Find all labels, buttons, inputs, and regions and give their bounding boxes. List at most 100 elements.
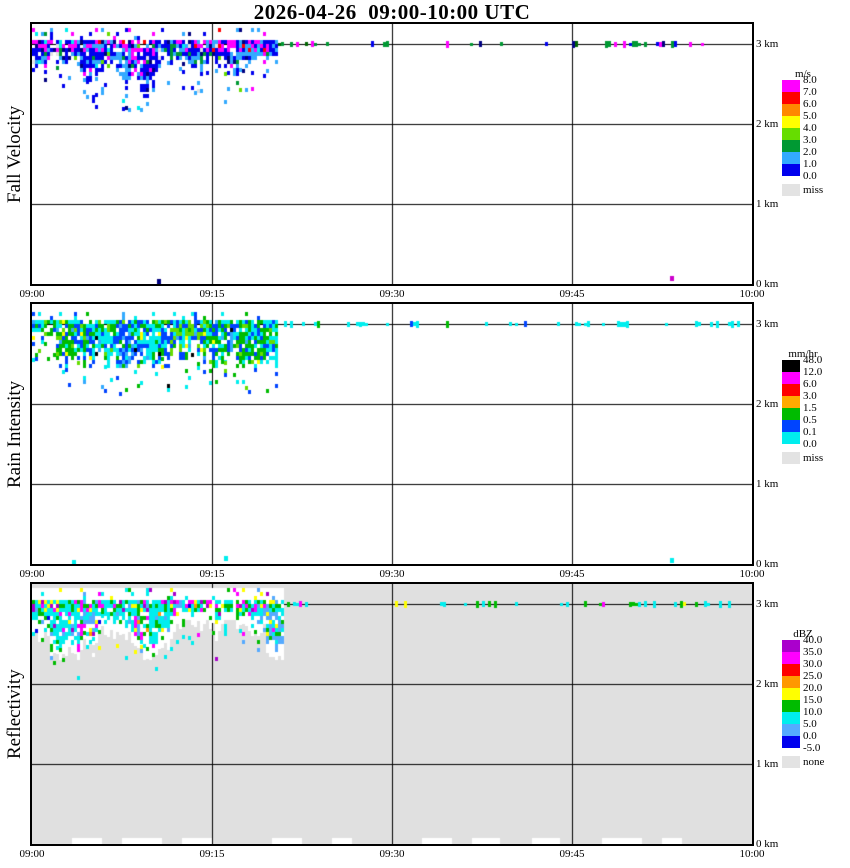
y-axis-label-reflectivity: Reflectivity	[4, 669, 25, 759]
x-tick-label: 09:15	[199, 848, 225, 860]
legend-value-label: 25.0	[803, 670, 823, 682]
legend-color-box	[782, 408, 800, 420]
legend-color-box	[782, 92, 800, 104]
legend-missing-label: miss	[803, 184, 824, 196]
legend-value-label: 0.0	[803, 170, 817, 182]
legend-value-label: 35.0	[803, 646, 823, 658]
panel-rain-intensity: Rain Intensity 0 km 1 km 2 km 3 km 09:00 09:…	[0, 302, 850, 584]
km-tick-label: 1 km	[756, 758, 779, 770]
x-tick-label: 09:45	[559, 288, 585, 300]
plot-area-rain-intensity	[30, 302, 754, 566]
legend-value-label: 4.0	[803, 122, 817, 134]
km-tick-label: 3 km	[756, 38, 779, 50]
legend-value-label: 2.0	[803, 146, 817, 158]
legend-color-box	[782, 700, 800, 712]
legend-title: dBZ	[793, 628, 813, 640]
legend-missing-label: none	[803, 756, 825, 768]
legend-value-label: 3.0	[803, 390, 817, 402]
plot-canvas-fall-velocity	[32, 24, 752, 284]
legend-color-box	[782, 372, 800, 384]
legend-color-box	[782, 736, 800, 748]
km-tick-label: 0 km	[756, 278, 779, 290]
legend-value-label: 5.0	[803, 718, 817, 730]
legend-value-label: 1.5	[803, 402, 817, 414]
legend-color-box	[782, 360, 800, 372]
y-axis-label-rain-intensity: Rain Intensity	[4, 380, 25, 488]
x-tick-label: 09:30	[379, 568, 405, 580]
legend-value-label: 0.1	[803, 426, 817, 438]
legend-color-box	[782, 676, 800, 688]
x-tick-label: 09:30	[379, 288, 405, 300]
legend-value-label: 5.0	[803, 110, 817, 122]
legend-value-label: 8.0	[803, 74, 817, 86]
legend-value-label: 20.0	[803, 682, 823, 694]
legend-color-box	[782, 164, 800, 176]
x-tick-label: 09:00	[19, 848, 45, 860]
legend-value-label: 1.0	[803, 158, 817, 170]
legend-value-label: 12.0	[803, 366, 823, 378]
legend-fall-velocity: m/s 8.0 7.0 6.0 5.0 4.0 3.0 2.0 1.0 0.0 miss	[782, 68, 844, 196]
plot-area-reflectivity	[30, 582, 754, 846]
legend-value-label: 10.0	[803, 706, 823, 718]
panel-fall-velocity: Fall Velocity 0 km 1 km 2 km 3 km 09:00 09:1…	[0, 22, 850, 304]
legend-color-box	[782, 140, 800, 152]
km-tick-label: 3 km	[756, 598, 779, 610]
height-axis-labels: 0 km 1 km 2 km 3 km	[756, 22, 801, 290]
legend-color-box	[782, 724, 800, 736]
legend-missing-label: miss	[803, 452, 824, 464]
panel-reflectivity: Reflectivity 0 km 1 km 2 km 3 km 09:00 09:15…	[0, 582, 850, 864]
plot-canvas-rain-intensity	[32, 304, 752, 564]
km-tick-label: 1 km	[756, 198, 779, 210]
legend-color-box	[782, 664, 800, 676]
height-axis-labels: 0 km 1 km 2 km 3 km	[756, 582, 801, 850]
x-tick-label: 09:15	[199, 288, 225, 300]
time-axis-labels: 09:00 09:15 09:30 09:45 10:00	[19, 568, 764, 582]
legend-value-label: 0.0	[803, 730, 817, 742]
km-tick-label: 2 km	[756, 678, 779, 690]
x-tick-label: 10:00	[739, 848, 765, 860]
legend-color-box	[782, 80, 800, 92]
plot-canvas-reflectivity	[32, 584, 752, 844]
legend-missing-box	[782, 184, 800, 196]
legend-value-label: 48.0	[803, 354, 823, 366]
chart-title: 2026-04-26 09:00-10:00 UTC	[253, 0, 531, 24]
legend-color-box	[782, 712, 800, 724]
legend-color-box	[782, 640, 800, 652]
legend-reflectivity: dBZ 40.0 35.0 30.0 25.0 20.0 15.0 10.0 5.0 0.0 -5…	[782, 628, 844, 768]
legend-value-label: 15.0	[803, 694, 823, 706]
legend-value-label: 3.0	[803, 134, 817, 146]
x-tick-label: 10:00	[739, 288, 765, 300]
legend-value-label: 40.0	[803, 634, 823, 646]
legend-missing-box	[782, 756, 800, 768]
legend-color-box	[782, 128, 800, 140]
legend-color-box	[782, 116, 800, 128]
legend-color-box	[782, 420, 800, 432]
legend-color-box	[782, 688, 800, 700]
legend-rain-intensity: mm/hr 48.0 12.0 6.0 3.0 1.5 0.5 0.1 0.0 miss	[782, 348, 844, 464]
legend-value-label: 6.0	[803, 98, 817, 110]
legend-value-label: 6.0	[803, 378, 817, 390]
x-tick-label: 09:45	[559, 568, 585, 580]
legend-value-label: -5.0	[803, 742, 821, 754]
legend-color-box	[782, 384, 800, 396]
y-axis-label-fall-velocity: Fall Velocity	[4, 105, 25, 203]
km-tick-label: 0 km	[756, 838, 779, 850]
km-tick-label: 0 km	[756, 558, 779, 570]
x-tick-label: 09:00	[19, 288, 45, 300]
legend-color-box	[782, 152, 800, 164]
legend-color-box	[782, 104, 800, 116]
legend-title: mm/hr	[788, 348, 818, 360]
km-tick-label: 3 km	[756, 318, 779, 330]
x-tick-label: 09:45	[559, 848, 585, 860]
legend-value-label: 0.5	[803, 414, 817, 426]
time-axis-labels: 09:00 09:15 09:30 09:45 10:00	[19, 288, 764, 302]
x-tick-label: 10:00	[739, 568, 765, 580]
x-tick-label: 09:00	[19, 568, 45, 580]
time-axis-labels: 09:00 09:15 09:30 09:45 10:00	[19, 848, 764, 862]
km-tick-label: 2 km	[756, 118, 779, 130]
legend-color-box	[782, 432, 800, 444]
plot-area-fall-velocity	[30, 22, 754, 286]
x-tick-label: 09:15	[199, 568, 225, 580]
legend-value-label: 7.0	[803, 86, 817, 98]
legend-color-box	[782, 396, 800, 408]
